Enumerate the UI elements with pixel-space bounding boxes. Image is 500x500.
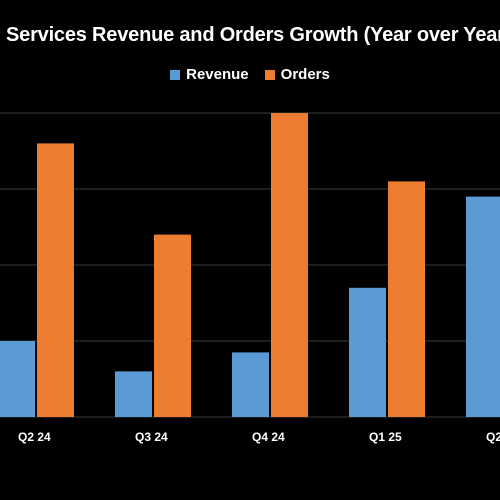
x-tick-label: Q2 24 [18, 430, 51, 444]
bar-revenue-q3-24 [115, 371, 152, 417]
bar-revenue-q4-24 [232, 352, 269, 417]
bar-orders-q3-24 [154, 234, 191, 417]
bar-orders-q1-25 [388, 181, 425, 417]
x-tick-label: Q1 25 [369, 430, 402, 444]
bar-revenue-q2-24 [0, 341, 35, 417]
x-tick-label: Q3 24 [135, 430, 168, 444]
x-tick-label: Q4 24 [252, 430, 285, 444]
bar-orders-q4-24 [271, 113, 308, 417]
legend-swatch-orders [264, 69, 275, 80]
x-tick-label: Q2 25 [486, 430, 500, 444]
legend-label-revenue: Revenue [186, 66, 249, 83]
bar-revenue-q1-25 [349, 287, 386, 417]
bar-revenue-q2-25 [466, 196, 500, 417]
legend-label-orders: Orders [280, 66, 330, 83]
bar-orders-q2-24 [37, 143, 74, 417]
legend-swatch-revenue [170, 69, 181, 80]
legend-item-orders: Orders [264, 66, 330, 83]
legend-item-revenue: Revenue [170, 66, 249, 83]
chart-title: Services Revenue and Orders Growth (Year… [6, 24, 500, 46]
legend: Revenue Orders [0, 66, 500, 83]
